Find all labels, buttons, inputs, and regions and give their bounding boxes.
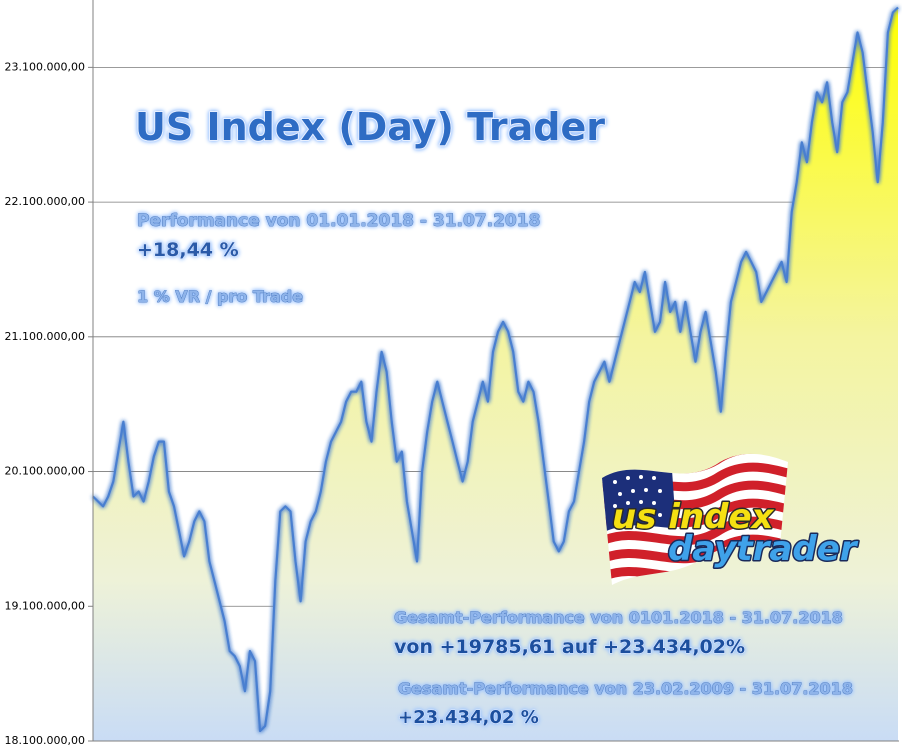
annotation: Gesamt-Performance von 0101.2018 - 31.07… xyxy=(394,608,843,627)
annotation: von +19785,61 auf +23.434,02% xyxy=(394,636,745,658)
logo: us index daytrader xyxy=(602,453,860,585)
annotation: 1 % VR / pro Trade xyxy=(137,287,303,306)
logo-text-1: us index xyxy=(612,497,775,537)
annotation: Gesamt-Performance von 23.02.2009 - 31.0… xyxy=(398,679,853,698)
logo-text-2: daytrader xyxy=(668,529,859,569)
y-tick-label: 22.100.000,00 xyxy=(5,195,85,208)
flag-canton xyxy=(602,464,676,532)
annotation: +18,44 % xyxy=(137,239,239,261)
annotation: Performance von 01.01.2018 - 31.07.2018 xyxy=(137,211,540,231)
line xyxy=(92,6,899,733)
annotation: +23.434,02 % xyxy=(398,707,539,728)
chart-title: US Index (Day) Trader xyxy=(135,105,605,149)
flag-stars xyxy=(613,475,662,520)
y-tick-label: 19.100.000,00 xyxy=(5,599,85,612)
y-tick-label: 21.100.000,00 xyxy=(5,330,85,343)
y-tick-label: 23.100.000,00 xyxy=(5,60,85,73)
axis-layer: 18.100.000,00 19.100.000,00 20.100.000,00 2… xyxy=(5,0,899,747)
text-layer: US Index (Day) Trader Performance von 01… xyxy=(134,104,853,729)
y-tick-label: 20.100.000,00 xyxy=(5,465,85,478)
y-tick-label: 18.100.000,00 xyxy=(5,734,85,747)
